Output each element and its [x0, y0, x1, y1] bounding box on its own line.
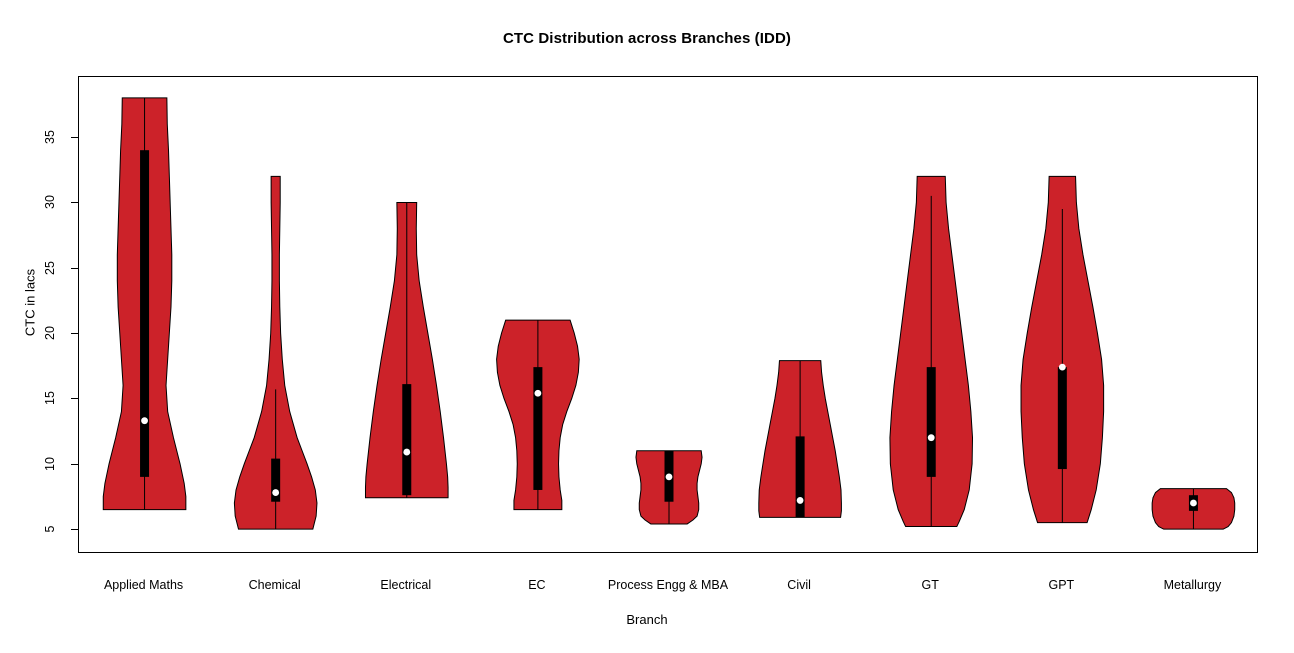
median-marker [1058, 363, 1066, 371]
iqr-box [795, 436, 805, 518]
y-axis-tick [71, 463, 79, 465]
x-axis-tick-label-electrical: Electrical [380, 578, 432, 592]
violin-chemical [233, 175, 318, 530]
median-marker [272, 489, 280, 496]
y-axis-tick-label: 25 [43, 260, 57, 275]
x-axis-tick-label-process-engg-mba: Process Engg & MBA [607, 578, 729, 592]
iqr-box [533, 367, 543, 490]
y-axis-tick [71, 529, 79, 531]
y-axis-tick-label: 30 [43, 195, 57, 210]
violin-ec [496, 319, 580, 511]
iqr-box [271, 458, 281, 502]
iqr-box [1057, 367, 1067, 470]
violin-body [233, 175, 318, 530]
median-marker [927, 434, 935, 442]
y-axis-tick [71, 267, 79, 269]
violin-series-container [79, 77, 1259, 554]
median-marker [403, 448, 411, 456]
x-axis-tick-label-ec: EC [528, 578, 546, 592]
iqr-box [402, 384, 412, 496]
x-axis-label: Branch [626, 612, 668, 627]
violin-process-engg-mba [635, 450, 703, 525]
violin-applied-maths [102, 97, 187, 511]
median-marker [665, 473, 673, 481]
y-axis-tick [71, 398, 79, 400]
y-axis-label-container: CTC in lacs [6, 0, 38, 653]
violin-plot-svg [102, 97, 1236, 530]
iqr-box [926, 367, 936, 477]
violin-civil [758, 360, 842, 518]
plot-area: 5 10 15 20 25 30 35 [43, 76, 1259, 554]
x-axis-tick-label-gt: GT [921, 578, 939, 592]
x-axis-tick-label-metallurgy: Metallurgy [1163, 578, 1222, 592]
y-axis-tick [71, 202, 79, 204]
y-axis-tick-label: 35 [43, 130, 57, 145]
violin-metallurgy [1151, 488, 1236, 530]
chart-title: CTC Distribution across Branches (IDD) [502, 30, 791, 47]
x-axis-tick-label-chemical: Chemical [248, 578, 301, 592]
y-axis-tick [71, 333, 79, 335]
violin-electrical [364, 201, 449, 499]
y-axis-tick-label: 20 [43, 326, 57, 341]
y-axis-tick-label: 5 [43, 525, 57, 533]
median-marker [796, 497, 804, 504]
x-axis-tick-label-civil: Civil [787, 578, 811, 592]
median-marker [534, 389, 542, 397]
x-axis-tick-label-gpt: GPT [1048, 578, 1075, 592]
y-axis-tick-label: 10 [43, 456, 57, 471]
y-axis-tick-label: 15 [43, 391, 57, 406]
median-marker [1190, 499, 1197, 507]
violin-gt [889, 175, 974, 528]
y-axis-tick [71, 137, 79, 139]
iqr-box [140, 150, 150, 477]
y-axis-label: CTC in lacs [22, 268, 38, 337]
median-marker [141, 417, 148, 425]
x-axis-tick-label-applied-maths: Applied Maths [103, 578, 184, 592]
violin-gpt [1020, 175, 1105, 524]
